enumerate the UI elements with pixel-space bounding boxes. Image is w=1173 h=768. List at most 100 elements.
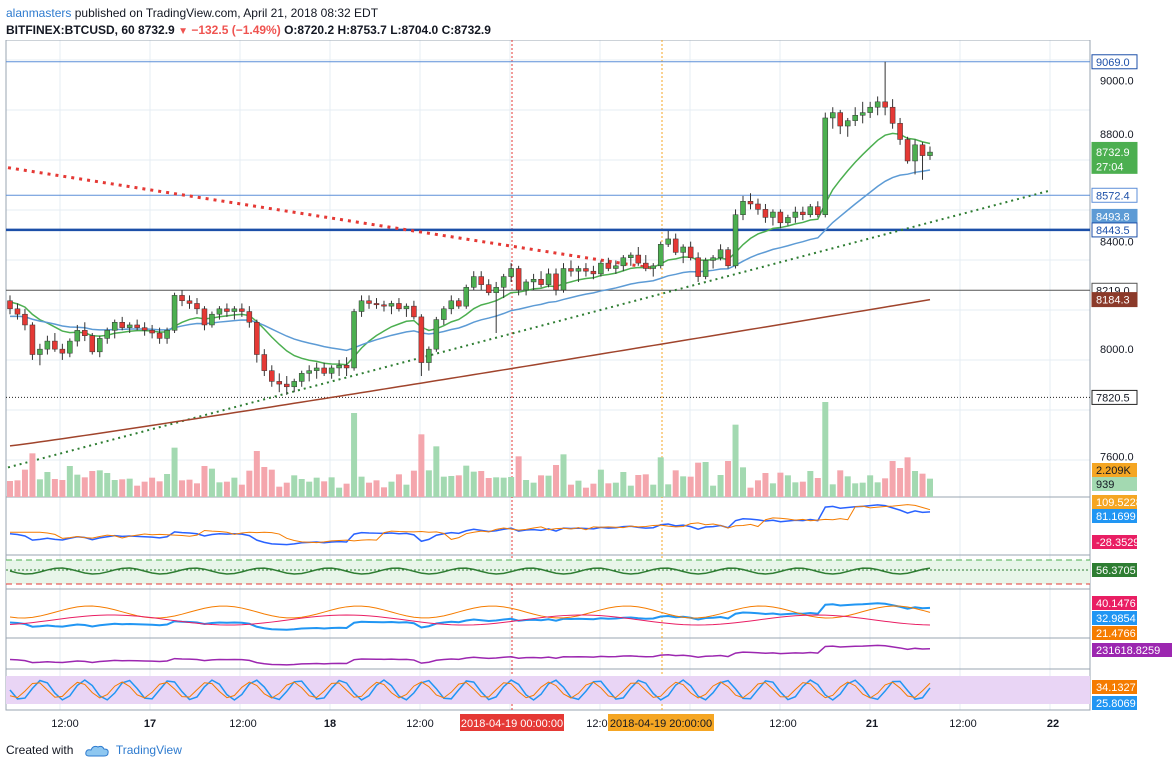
indicator-label-box (1092, 535, 1137, 549)
volume-bar (485, 478, 492, 497)
candle-body (119, 322, 125, 328)
adx-line (9, 614, 931, 626)
candle-body (441, 308, 447, 320)
candle-body (418, 316, 425, 363)
indicator-label-box (1092, 611, 1137, 625)
dmi-plus-line (9, 602, 931, 631)
rsi-line (9, 567, 931, 575)
volume-bar (440, 476, 447, 497)
price-label-text: 27:04 (1096, 161, 1124, 173)
volume-bar (156, 481, 163, 497)
candle-body (111, 322, 118, 331)
price-tick-label: 8400.0 (1100, 237, 1134, 249)
volume-bar (605, 483, 612, 497)
candle-body (575, 268, 582, 272)
volume-bar (904, 457, 911, 497)
last-price: 8732.9 (138, 23, 175, 37)
ohlc-low: L:8704.0 (390, 23, 439, 37)
volume-bar (380, 487, 387, 497)
volume-bar (201, 466, 208, 497)
volume-bar (306, 481, 313, 497)
candle-body (224, 308, 230, 312)
indicator-label-box (1092, 643, 1172, 657)
tradingview-cloud-icon (85, 745, 109, 757)
candle-body (388, 303, 395, 307)
volume-bar (410, 470, 417, 497)
price-label-text: 7820.5 (1096, 392, 1130, 404)
candle-body (665, 238, 671, 245)
candle-body (336, 365, 342, 369)
volume-bar (672, 470, 679, 497)
volume-bar (500, 477, 507, 497)
candle-body (613, 265, 619, 269)
volume-bar (597, 469, 604, 497)
volume-bar (859, 482, 866, 497)
candle-body (59, 348, 66, 354)
candle-body (710, 257, 716, 261)
volume-bar (620, 472, 627, 497)
candle-body (448, 300, 455, 310)
volume-bar (717, 475, 724, 497)
price-label-text: 8184.3 (1096, 295, 1130, 307)
candle-body (343, 365, 350, 369)
volume-bar (582, 487, 589, 497)
candle-body (912, 144, 918, 162)
candles (7, 61, 933, 395)
candle-body (650, 265, 657, 269)
volume-bar (373, 480, 380, 497)
candle-body (919, 144, 926, 156)
candle-body (598, 262, 604, 275)
volume-bar (328, 477, 335, 497)
candle-body (859, 112, 866, 116)
volume-bar (216, 482, 223, 497)
indicator-label-box (1092, 596, 1137, 610)
volume-bar (523, 480, 530, 497)
candle-body (134, 324, 140, 328)
candle-body (313, 367, 320, 371)
time-tick-label: 12:00 (586, 718, 614, 730)
volume-bar (829, 484, 836, 497)
volume-bar (425, 470, 432, 497)
pane-border (5, 637, 1091, 670)
candle-body (426, 348, 432, 363)
volume-bar (283, 482, 290, 497)
candle-body (403, 305, 410, 310)
volume-bar (710, 485, 717, 497)
candle-body (904, 139, 911, 162)
volume-bar (223, 481, 230, 497)
volume-bar (433, 446, 440, 497)
indicator-label-text: 21.4766 (1096, 628, 1136, 640)
price-label-box (1091, 54, 1138, 70)
volume-bar (186, 479, 193, 497)
symbol-label: BITFINEX:BTCUSD, 60 (6, 23, 135, 37)
indicator-label-text: 56.3705 (1096, 565, 1136, 577)
author-link[interactable]: alanmasters (6, 6, 72, 20)
candle-body (485, 284, 492, 293)
tradingview-brand[interactable]: TradingView (115, 743, 182, 757)
candle-body (149, 330, 155, 334)
time-tick-label: 12:00 (949, 718, 977, 730)
price-label-box (1091, 222, 1138, 238)
candle-body (351, 311, 357, 369)
ma-mid-line (9, 169, 931, 352)
volume-bar (193, 483, 200, 497)
volume-bar (695, 462, 702, 497)
price-label-box (1091, 389, 1138, 405)
volume-bar (642, 474, 649, 497)
time-tick-label: 18 (324, 718, 336, 730)
candle-body (635, 254, 642, 264)
candle-body (366, 300, 372, 304)
volume-bar (702, 462, 709, 497)
price-chart[interactable]: 9000.08800.08400.08000.07600.09069.08742… (0, 40, 1173, 740)
candle-body (500, 276, 507, 288)
downtrend-line (7, 166, 656, 270)
candle-body (590, 270, 597, 275)
candle-body (82, 330, 88, 336)
candle-body (463, 287, 470, 307)
pane-border (5, 40, 1091, 498)
volume-bar (867, 475, 874, 497)
volume-bar (478, 471, 485, 497)
pane-border (5, 496, 1091, 556)
time-tick-label: 22 (1047, 718, 1059, 730)
volume-bar (253, 451, 260, 497)
